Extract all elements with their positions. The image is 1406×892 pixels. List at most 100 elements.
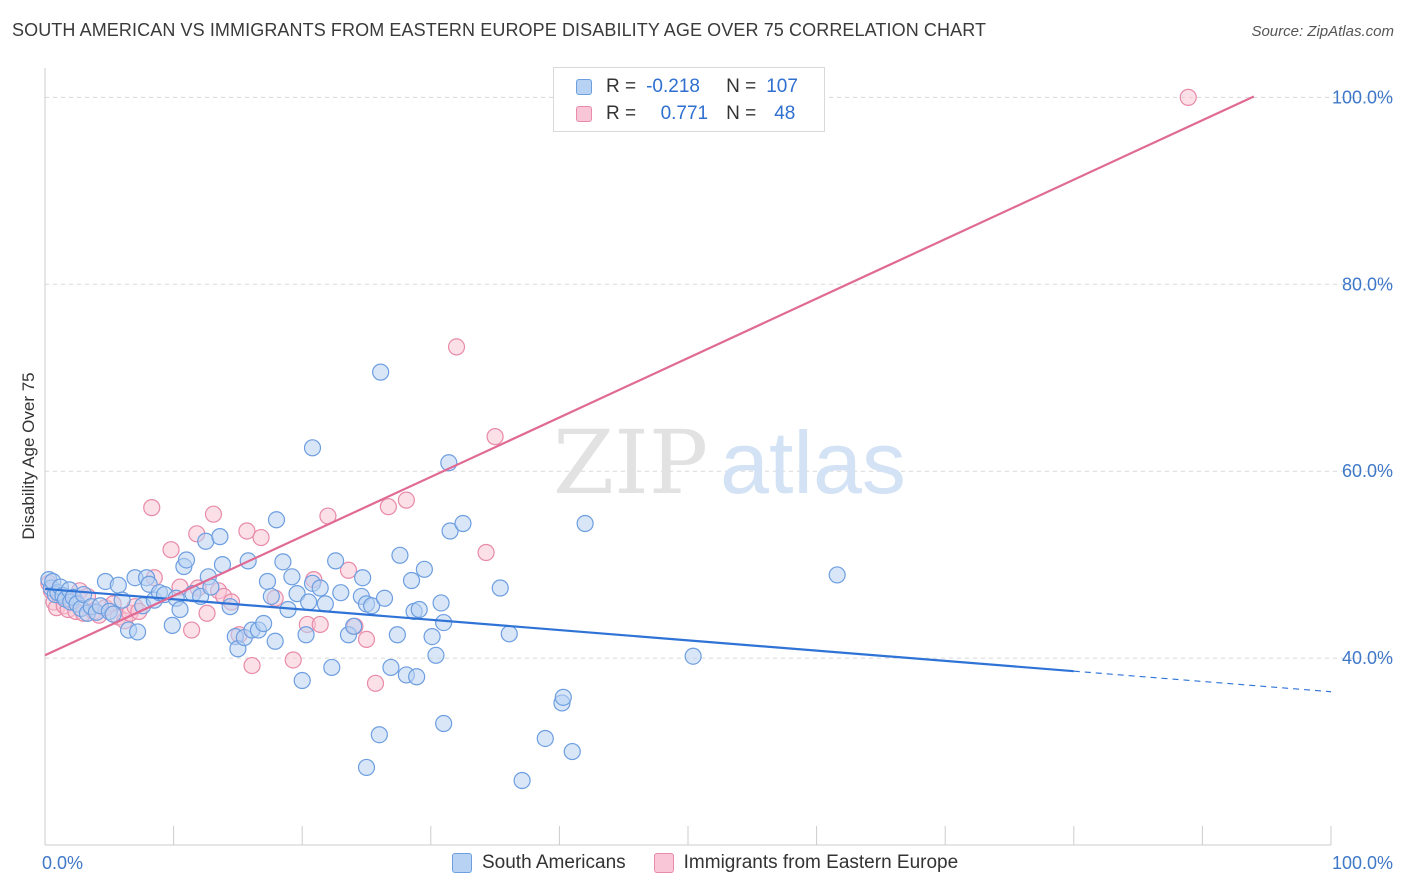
data-point-south-americans (500, 625, 518, 643)
data-point-south-americans (576, 514, 594, 533)
legend-swatch-blue (452, 853, 472, 873)
data-point-eastern-europe (379, 498, 397, 516)
data-point-south-americans (267, 511, 286, 529)
data-point-south-americans (435, 714, 453, 733)
watermark-zip: ZIP (553, 411, 708, 514)
data-point-south-americans (345, 617, 363, 635)
y-tick-label: 40.0% (1342, 648, 1393, 668)
data-point-eastern-europe (311, 615, 329, 634)
data-point-south-americans (554, 688, 572, 706)
legend-row-eastern-europe: R = 0.771 N = 48 (576, 102, 795, 126)
data-point-south-americans (388, 626, 406, 644)
trend-line-south-americans (44, 587, 1074, 673)
data-point-eastern-europe (162, 541, 180, 559)
watermark: ZIP atlas (553, 411, 906, 514)
legend-item-south-americans[interactable]: South Americans (452, 852, 626, 874)
data-point-south-americans (316, 595, 334, 613)
data-point-south-americans (354, 569, 372, 587)
data-point-eastern-europe (284, 651, 302, 669)
data-point-south-americans (323, 658, 341, 677)
data-point-eastern-europe (238, 522, 256, 540)
data-point-south-americans (427, 646, 445, 664)
data-point-south-americans (109, 576, 127, 594)
data-point-south-americans (491, 579, 509, 597)
legend-n-label: N = (726, 103, 757, 124)
data-point-south-americans (297, 626, 315, 644)
data-point-south-americans (435, 613, 453, 632)
data-point-south-americans (375, 589, 394, 607)
data-point-eastern-europe (143, 499, 161, 517)
data-point-south-americans (423, 628, 441, 646)
y-tick-label: 100.0% (1332, 87, 1393, 107)
data-point-south-americans (408, 668, 426, 686)
data-point-south-americans (266, 632, 284, 650)
data-point-south-americans (211, 528, 229, 546)
data-point-south-americans (513, 771, 531, 790)
data-point-eastern-europe (243, 656, 261, 675)
legend-r-value: 0.771 (660, 103, 709, 124)
data-point-eastern-europe (357, 630, 376, 649)
data-point-south-americans (432, 594, 450, 612)
data-point-south-americans (128, 623, 147, 641)
legend-n-value: 107 (766, 76, 798, 97)
data-point-eastern-europe (339, 561, 358, 579)
trend-line-south-americans-extension (1073, 670, 1332, 693)
chart-title: SOUTH AMERICAN VS IMMIGRANTS FROM EASTER… (12, 20, 987, 40)
stats-legend: R = -0.218 N = 107 R = 0.771 N = 48 (553, 67, 825, 132)
data-point-south-americans (293, 671, 311, 690)
y-tick-label: 80.0% (1342, 274, 1393, 294)
data-point-south-americans (171, 600, 189, 619)
data-point-south-americans (177, 551, 196, 569)
data-point-eastern-europe (366, 674, 385, 692)
data-point-south-americans (288, 585, 306, 603)
data-point-south-americans (283, 568, 301, 586)
data-point-south-americans (415, 560, 433, 578)
data-point-south-americans (163, 616, 181, 634)
data-point-south-americans (828, 566, 846, 584)
legend-n-value: 48 (774, 103, 796, 124)
data-point-eastern-europe (447, 338, 466, 356)
trend-lines (44, 95, 1332, 693)
legend-item-eastern-europe[interactable]: Immigrants from Eastern Europe (653, 852, 958, 874)
legend-r-label: R = (606, 103, 637, 124)
data-point-south-americans (454, 514, 472, 533)
data-point-south-americans (357, 758, 376, 777)
legend-r-label: R = (606, 76, 637, 97)
legend-n-label: N = (726, 76, 757, 97)
data-point-south-americans (684, 647, 702, 665)
data-point-eastern-europe (252, 528, 270, 547)
legend-swatch-pink (653, 853, 674, 873)
data-point-south-americans (363, 597, 381, 615)
legend-r-value: -0.218 (646, 76, 700, 97)
x-tick-labels: 0.0% 100.0% (42, 853, 1393, 873)
data-point-eastern-europe (1179, 88, 1197, 106)
data-point-south-americans (262, 587, 280, 606)
data-point-eastern-europe (477, 543, 495, 562)
watermark-atlas: atlas (720, 413, 906, 512)
legend-label: South Americans (482, 852, 626, 873)
data-point-eastern-europe (183, 621, 201, 639)
axes (44, 68, 1332, 846)
x-tick-label: 0.0% (42, 853, 83, 873)
data-point-south-americans (402, 571, 421, 590)
source-credit: Source: ZipAtlas.com (1251, 23, 1394, 40)
data-point-eastern-europe (198, 604, 216, 622)
y-tick-label: 60.0% (1342, 461, 1393, 481)
data-point-south-americans (258, 572, 277, 591)
data-point-south-americans (391, 546, 409, 564)
trend-line-eastern-europe (44, 95, 1255, 657)
series-legend: South Americans Immigrants from Eastern … (452, 852, 986, 874)
data-point-south-americans (563, 742, 581, 761)
data-point-south-americans (370, 726, 388, 744)
data-point-south-americans (303, 439, 322, 457)
data-point-south-americans (221, 598, 239, 616)
data-point-south-americans (104, 605, 122, 623)
data-point-south-americans (274, 553, 292, 571)
legend-swatch-blue (576, 79, 592, 95)
data-point-eastern-europe (397, 491, 415, 509)
data-point-south-americans (536, 729, 554, 748)
data-point-south-americans (332, 584, 350, 602)
y-axis-label: Disability Age Over 75 (19, 372, 38, 539)
series-south-americans-points (40, 363, 846, 790)
